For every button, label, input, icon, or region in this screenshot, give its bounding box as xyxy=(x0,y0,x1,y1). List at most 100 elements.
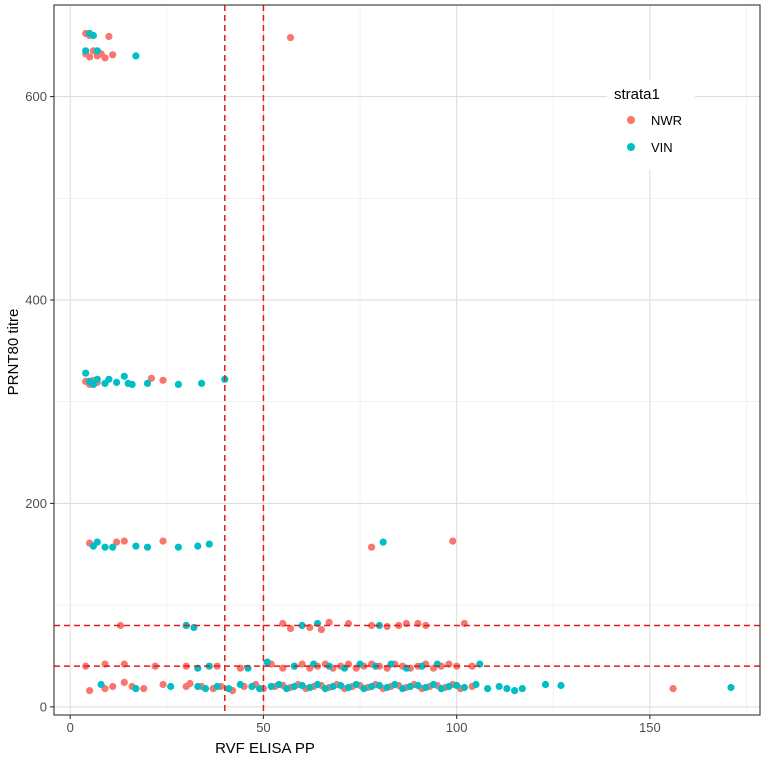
point-vin xyxy=(360,685,368,693)
point-nwr xyxy=(286,34,295,42)
point-vin xyxy=(93,375,101,383)
point-vin xyxy=(97,680,105,689)
point-nwr xyxy=(86,53,94,61)
point-vin xyxy=(194,682,202,691)
legend-label-nwr: NWR xyxy=(651,113,682,128)
point-vin xyxy=(727,683,735,692)
point-vin xyxy=(298,681,306,690)
point-vin xyxy=(510,687,519,695)
point-vin xyxy=(484,685,492,693)
point-vin xyxy=(167,682,175,691)
point-vin xyxy=(143,379,152,387)
point-vin xyxy=(414,681,422,690)
point-vin xyxy=(109,543,117,551)
point-nwr xyxy=(113,538,121,546)
point-vin xyxy=(132,685,140,693)
point-nwr xyxy=(86,687,94,695)
point-vin xyxy=(495,682,503,691)
point-nwr xyxy=(669,685,677,693)
point-vin xyxy=(472,680,480,689)
point-vin xyxy=(174,543,182,551)
point-nwr xyxy=(159,680,167,689)
point-vin xyxy=(503,685,511,693)
point-vin xyxy=(321,685,329,693)
point-nwr xyxy=(383,622,391,631)
point-vin xyxy=(248,682,256,691)
point-nwr xyxy=(101,54,109,62)
point-vin xyxy=(101,543,109,551)
point-vin xyxy=(429,680,438,689)
y-tick-label: 200 xyxy=(25,496,47,511)
point-vin xyxy=(82,47,90,55)
point-vin xyxy=(383,683,391,692)
legend-label-vin: VIN xyxy=(651,140,673,155)
point-vin xyxy=(113,378,121,386)
point-vin xyxy=(198,379,206,387)
point-vin xyxy=(313,680,322,689)
point-vin xyxy=(460,683,468,692)
reference-lines xyxy=(54,5,760,715)
point-vin xyxy=(201,685,210,693)
point-vin xyxy=(213,682,221,691)
point-vin xyxy=(263,658,271,666)
legend-key-vin xyxy=(627,143,635,151)
point-nwr xyxy=(159,537,167,545)
plot-panel-border xyxy=(53,4,761,716)
y-tick-label: 400 xyxy=(25,292,47,307)
point-vin xyxy=(120,372,128,380)
point-vin xyxy=(93,538,101,546)
point-vin xyxy=(236,680,244,689)
point-vin xyxy=(541,680,550,689)
point-nwr xyxy=(298,660,306,668)
point-vin xyxy=(557,681,565,690)
point-vin xyxy=(290,682,298,691)
point-vin xyxy=(437,685,445,693)
point-vin xyxy=(379,538,387,546)
point-vin xyxy=(89,380,97,388)
x-axis-title: RVF ELISA PP xyxy=(215,740,315,757)
y-tick-label: 600 xyxy=(25,89,47,104)
point-nwr xyxy=(120,537,128,545)
point-vin xyxy=(406,682,414,691)
point-vin xyxy=(267,682,275,691)
point-vin xyxy=(422,683,430,692)
point-vin xyxy=(128,380,136,388)
point-vin xyxy=(298,621,306,630)
point-vin xyxy=(283,685,291,693)
point-vin xyxy=(344,683,353,692)
legend-key-nwr xyxy=(627,116,635,124)
point-vin xyxy=(445,682,453,691)
x-tick-label: 150 xyxy=(639,720,661,735)
point-vin xyxy=(418,662,426,670)
point-vin xyxy=(82,369,90,377)
point-nwr xyxy=(325,618,333,627)
point-nwr xyxy=(109,682,117,691)
x-tick-label: 50 xyxy=(256,720,270,735)
point-vin xyxy=(256,685,264,693)
y-axis-title: PRNT80 titre xyxy=(5,309,22,396)
legend-background xyxy=(607,80,695,170)
point-vin xyxy=(194,542,202,550)
point-nwr xyxy=(116,621,125,630)
point-vin xyxy=(399,685,407,693)
point-vin xyxy=(89,31,97,40)
point-nwr xyxy=(147,374,155,382)
point-vin xyxy=(352,680,360,689)
point-vin xyxy=(337,681,345,690)
point-vin xyxy=(174,380,182,388)
point-nwr xyxy=(286,624,295,633)
x-tick-label: 0 xyxy=(67,720,74,735)
point-nwr xyxy=(109,51,117,59)
point-nwr xyxy=(105,32,113,41)
y-tick-label: 0 xyxy=(40,699,47,714)
point-vin xyxy=(329,682,337,691)
point-vin xyxy=(391,680,399,689)
point-nwr xyxy=(449,537,457,545)
point-vin xyxy=(105,375,113,383)
point-nwr xyxy=(468,662,476,670)
point-vin xyxy=(93,47,101,55)
legend: strata1 NWR VIN xyxy=(607,80,695,170)
point-nwr xyxy=(186,679,194,688)
axis-ticks: 0 50 100 150 0 200 400 600 xyxy=(25,89,660,735)
